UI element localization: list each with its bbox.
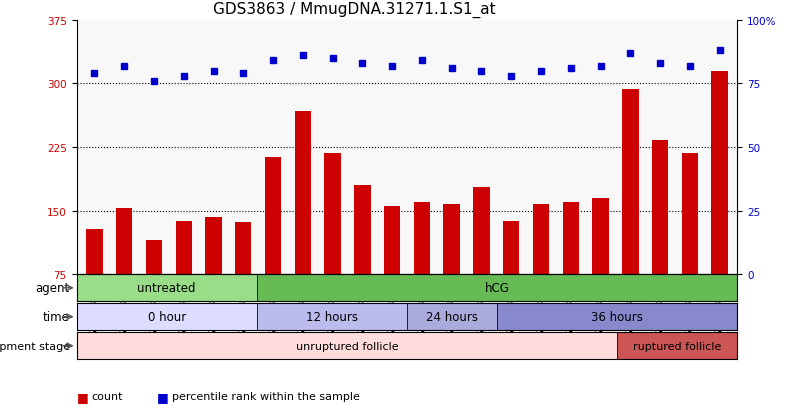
Bar <box>86 230 102 275</box>
Bar <box>265 158 281 275</box>
Text: development stage: development stage <box>0 341 70 351</box>
Bar <box>407 304 497 330</box>
Bar <box>503 221 519 275</box>
Bar <box>473 188 489 275</box>
Bar <box>443 204 460 275</box>
Bar <box>652 141 668 275</box>
Bar <box>563 203 579 275</box>
Text: unruptured follicle: unruptured follicle <box>296 341 398 351</box>
Bar <box>712 71 728 275</box>
Bar <box>295 112 311 275</box>
Bar <box>324 154 341 275</box>
Bar <box>533 204 549 275</box>
Text: agent: agent <box>35 282 70 294</box>
Bar <box>77 275 257 301</box>
Text: percentile rank within the sample: percentile rank within the sample <box>172 392 359 401</box>
Text: hCG: hCG <box>484 282 509 294</box>
Bar <box>146 241 162 275</box>
Text: ■: ■ <box>157 390 169 403</box>
Bar <box>592 198 609 275</box>
Bar <box>77 332 617 359</box>
Text: count: count <box>91 392 123 401</box>
Bar <box>622 90 638 275</box>
Bar <box>176 221 192 275</box>
Text: 12 hours: 12 hours <box>306 311 358 323</box>
Bar <box>77 304 257 330</box>
Bar <box>617 332 737 359</box>
Bar <box>384 207 401 275</box>
Bar <box>354 186 371 275</box>
Text: time: time <box>43 311 70 323</box>
Bar <box>206 217 222 275</box>
Bar <box>257 275 737 301</box>
Text: 0 hour: 0 hour <box>147 311 186 323</box>
Bar <box>257 304 407 330</box>
Text: untreated: untreated <box>138 282 196 294</box>
Text: ■: ■ <box>77 390 89 403</box>
Bar <box>116 209 132 275</box>
Title: GDS3863 / MmugDNA.31271.1.S1_at: GDS3863 / MmugDNA.31271.1.S1_at <box>213 2 496 18</box>
Bar <box>682 154 698 275</box>
Bar <box>497 304 737 330</box>
Text: 36 hours: 36 hours <box>592 311 643 323</box>
Bar <box>235 222 251 275</box>
Text: ruptured follicle: ruptured follicle <box>634 341 721 351</box>
Bar <box>413 203 430 275</box>
Text: 24 hours: 24 hours <box>426 311 478 323</box>
